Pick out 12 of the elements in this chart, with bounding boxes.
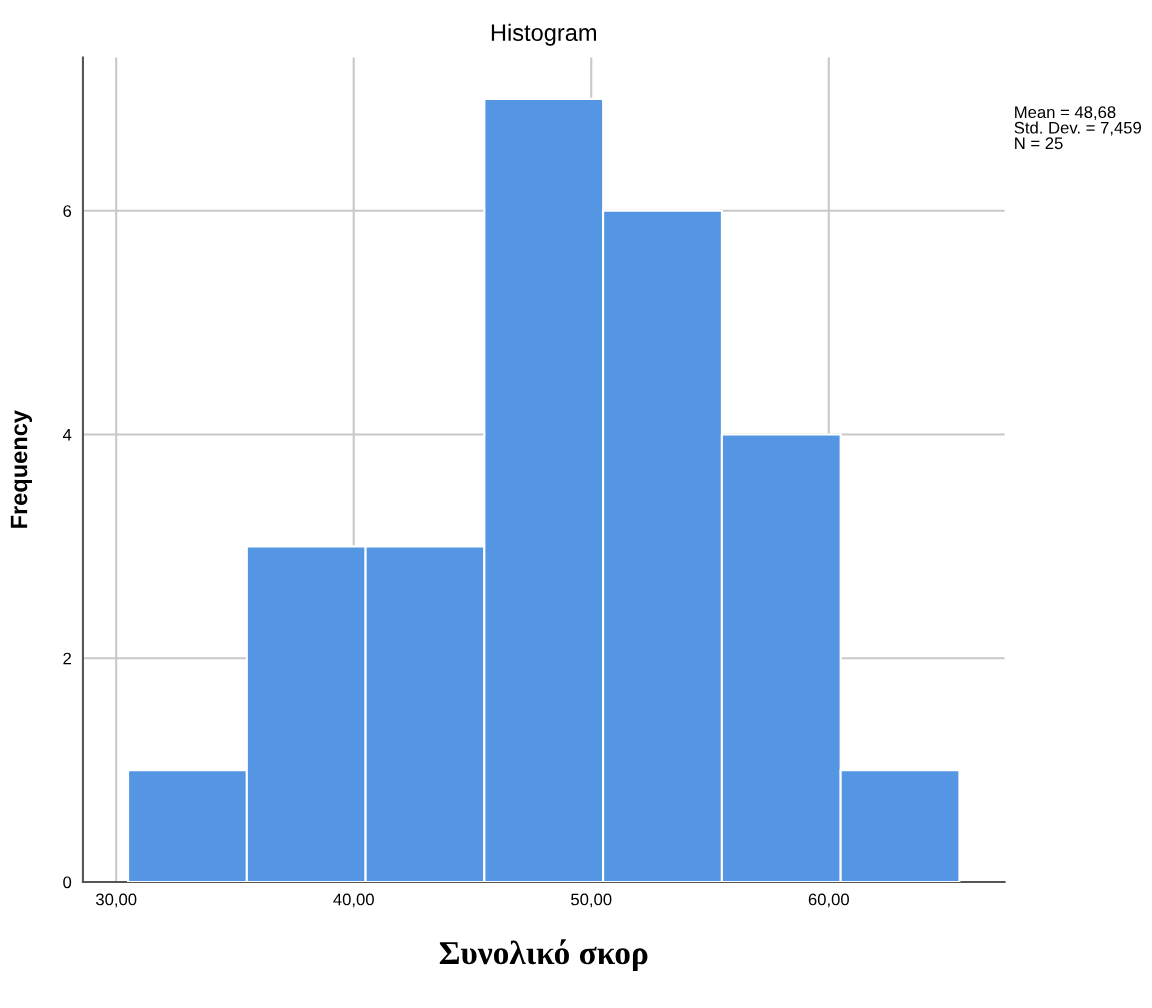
x-tick-label: 40,00 — [333, 893, 374, 908]
y-tick-label: 2 — [63, 652, 71, 665]
x-tick-label: 50,00 — [571, 893, 612, 908]
y-tick-label: 6 — [63, 205, 72, 217]
y-axis-title: Frequency — [10, 410, 33, 528]
chart-title: Histogram — [491, 23, 596, 46]
y-tick-label: 0 — [63, 876, 72, 889]
x-tick-label: 60,00 — [808, 893, 849, 908]
text: Mean = 48,68 Std. Dev. = 7,459 N = 25 — [1014, 106, 1141, 150]
x-axis-title: Συνολικό σκορ — [439, 939, 648, 972]
y-tick-label: 4 — [62, 429, 72, 441]
x-tick-label: 30,00 — [95, 893, 137, 908]
